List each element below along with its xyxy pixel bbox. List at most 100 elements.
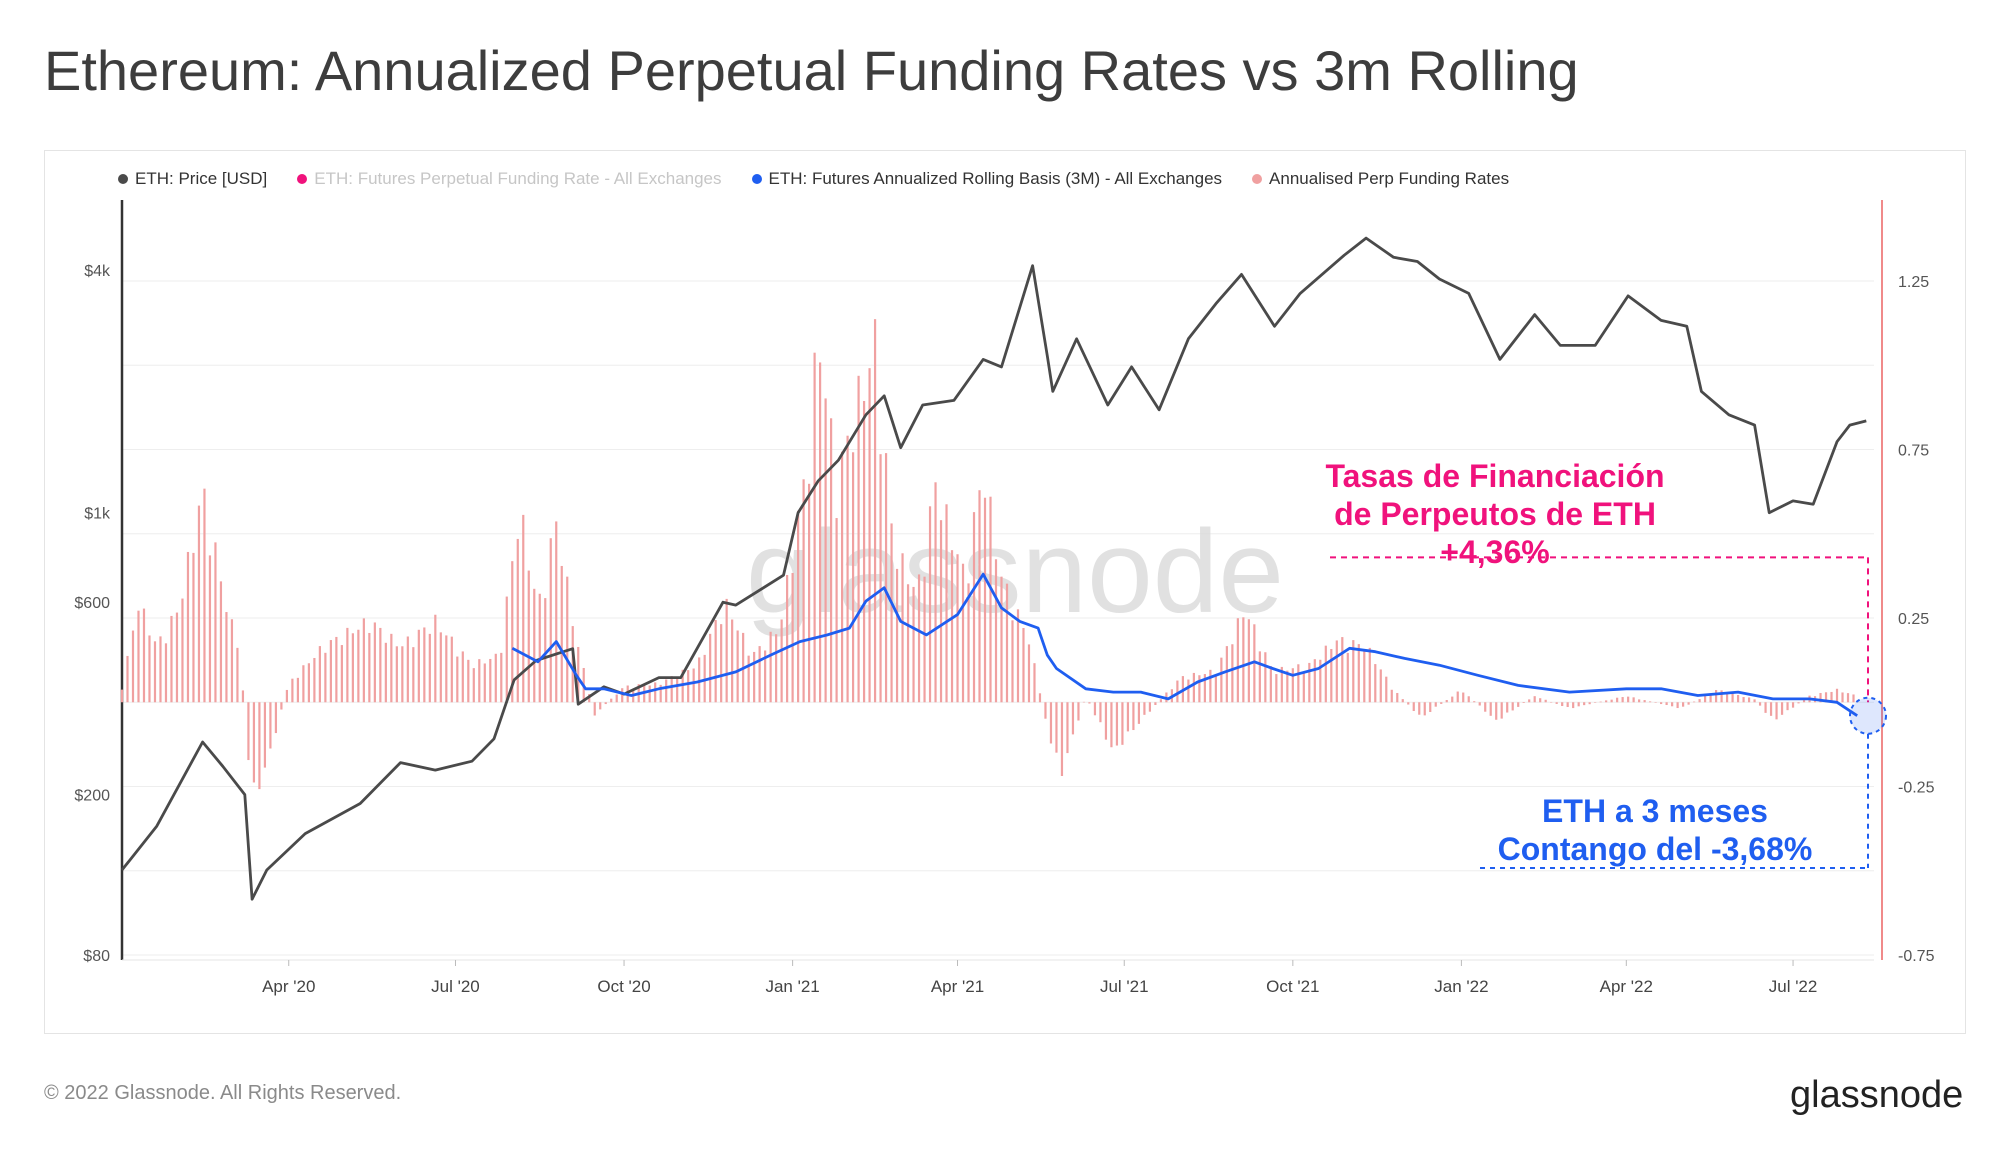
funding-bar bbox=[835, 518, 838, 703]
funding-bar bbox=[1005, 583, 1009, 703]
funding-bar bbox=[461, 651, 464, 703]
legend-item-funding-rate[interactable]: ETH: Futures Perpetual Funding Rate - Al… bbox=[297, 169, 722, 189]
funding-bar bbox=[131, 630, 135, 703]
funding-bar bbox=[1055, 702, 1058, 753]
funding-bar bbox=[263, 702, 267, 768]
funding-bar bbox=[120, 689, 124, 703]
funding-bar bbox=[1357, 644, 1360, 703]
funding-bar bbox=[687, 670, 690, 703]
funding-bar bbox=[1220, 657, 1223, 703]
funding-bar bbox=[621, 688, 624, 703]
funding-bar bbox=[274, 702, 278, 734]
funding-bar bbox=[417, 629, 420, 703]
funding-bar bbox=[1231, 644, 1234, 703]
funding-bar bbox=[1445, 699, 1448, 703]
funding-bar bbox=[472, 668, 475, 703]
funding-bar bbox=[1264, 652, 1267, 703]
funding-bar bbox=[1429, 702, 1432, 712]
legend-dot-funding-rate bbox=[297, 174, 308, 184]
funding-bar bbox=[373, 622, 376, 703]
funding-bar bbox=[1539, 698, 1542, 703]
funding-bar bbox=[483, 663, 486, 703]
funding-bar bbox=[1467, 696, 1470, 703]
funding-bar bbox=[1478, 702, 1481, 706]
funding-bar bbox=[538, 593, 541, 703]
funding-bar bbox=[1731, 693, 1734, 703]
left-tick-label: $4k bbox=[84, 263, 111, 280]
funding-bar bbox=[599, 702, 602, 710]
funding-bar bbox=[670, 676, 673, 703]
funding-bar bbox=[153, 641, 157, 703]
funding-bar bbox=[654, 682, 657, 703]
funding-bar bbox=[1830, 691, 1833, 703]
funding-bar bbox=[478, 659, 481, 703]
funding-bar bbox=[1621, 697, 1624, 703]
funding-bar bbox=[950, 550, 954, 703]
funding-bar bbox=[775, 634, 778, 703]
x-tick-label: Jul '21 bbox=[1100, 977, 1149, 996]
funding-bar bbox=[208, 555, 212, 703]
funding-bar bbox=[1104, 702, 1108, 740]
funding-bar bbox=[489, 658, 492, 703]
funding-bar bbox=[533, 588, 536, 703]
funding-bar bbox=[939, 520, 943, 703]
funding-bar bbox=[967, 583, 970, 703]
funding-bar bbox=[1000, 576, 1003, 703]
funding-bar bbox=[1665, 702, 1668, 706]
funding-bar bbox=[1528, 699, 1531, 703]
x-tick-label: Apr '20 bbox=[262, 977, 315, 996]
funding-bar bbox=[516, 538, 519, 703]
basis-annotation-text: Contango del -3,68% bbox=[1498, 831, 1813, 867]
legend-item-annualised-funding[interactable]: Annualised Perp Funding Rates bbox=[1252, 169, 1509, 189]
funding-bar bbox=[714, 620, 717, 703]
funding-bar bbox=[1709, 693, 1712, 703]
funding-bar bbox=[1236, 618, 1239, 703]
funding-bar bbox=[186, 551, 190, 703]
funding-bar bbox=[1291, 668, 1294, 703]
funding-bar bbox=[1638, 699, 1641, 703]
funding-bar bbox=[401, 646, 404, 703]
funding-bar bbox=[868, 368, 871, 703]
funding-bar bbox=[676, 678, 679, 703]
funding-bar bbox=[1352, 640, 1355, 703]
funding-bar bbox=[1379, 669, 1382, 703]
funding-bar bbox=[1550, 701, 1553, 703]
right-tick-label: -0.25 bbox=[1898, 780, 1935, 797]
funding-bar bbox=[1099, 702, 1102, 723]
funding-bar bbox=[181, 598, 184, 703]
funding-bar bbox=[577, 646, 580, 703]
x-tick-label: Jan '21 bbox=[765, 977, 819, 996]
funding-bar bbox=[1819, 692, 1822, 703]
funding-bar bbox=[566, 576, 569, 703]
funding-bar bbox=[252, 702, 256, 783]
funding-bar bbox=[934, 482, 937, 703]
funding-bar bbox=[428, 633, 431, 703]
funding-bar bbox=[313, 657, 316, 703]
funding-bar bbox=[549, 538, 552, 703]
funding-bar bbox=[802, 479, 805, 703]
funding-bar bbox=[1758, 702, 1762, 706]
funding-bar bbox=[851, 452, 855, 703]
funding-bar bbox=[1742, 697, 1745, 703]
funding-bar bbox=[434, 614, 437, 703]
funding-bar bbox=[1561, 702, 1564, 707]
funding-bar bbox=[1110, 702, 1113, 748]
funding-bar bbox=[357, 629, 360, 703]
chart-frame bbox=[44, 150, 1966, 1034]
funding-bar bbox=[1044, 702, 1047, 719]
funding-bar bbox=[989, 496, 992, 703]
funding-bar bbox=[571, 626, 574, 703]
funding-bar bbox=[791, 572, 794, 703]
legend-item-rolling-basis[interactable]: ETH: Futures Annualized Rolling Basis (3… bbox=[751, 169, 1222, 189]
funding-bar bbox=[1495, 702, 1498, 720]
legend-item-price[interactable]: ETH: Price [USD] bbox=[118, 169, 267, 189]
funding-bar bbox=[137, 610, 140, 703]
funding-bar bbox=[1159, 699, 1163, 703]
funding-bar bbox=[307, 663, 310, 703]
funding-bar bbox=[225, 612, 228, 703]
funding-bar bbox=[1786, 702, 1789, 711]
funding-bar bbox=[247, 702, 250, 761]
funding-bar bbox=[1517, 702, 1520, 707]
funding-bar bbox=[994, 559, 998, 703]
funding-bar bbox=[1280, 666, 1283, 703]
